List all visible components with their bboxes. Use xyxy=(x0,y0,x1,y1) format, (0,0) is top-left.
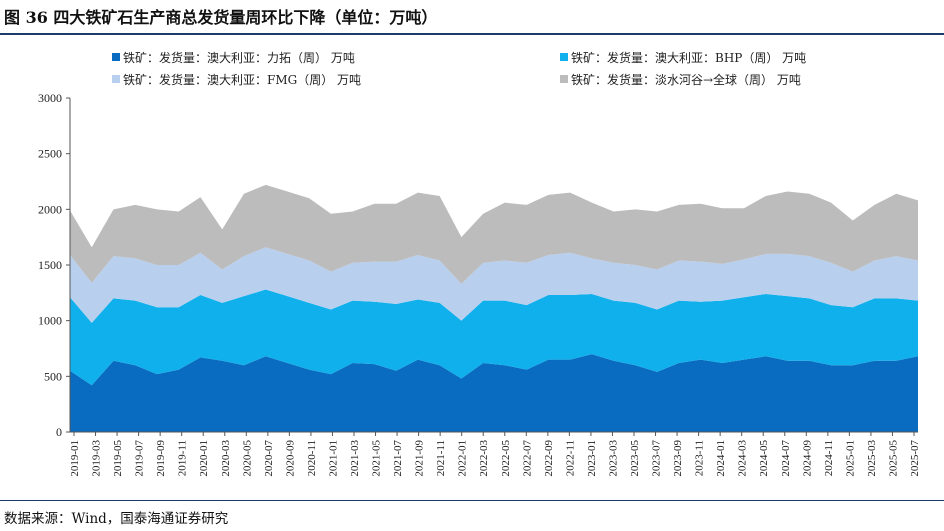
y-tick-label: 2000 xyxy=(38,202,62,216)
x-tick-label: 2025-05 xyxy=(887,440,899,477)
x-tick-label: 2019-09 xyxy=(155,440,167,477)
source-note: 数据来源：Wind，国泰海通证券研究 xyxy=(4,511,229,527)
source-rule xyxy=(0,500,944,501)
title-rule xyxy=(0,33,944,35)
x-tick-label: 2020-05 xyxy=(241,440,253,477)
x-tick-label: 2019-11 xyxy=(177,440,189,476)
legend-label-1: 铁矿：发货量：澳大利亚：力拓（周） 万吨 xyxy=(123,50,355,65)
x-tick-label: 2021-01 xyxy=(327,440,339,477)
x-tick-label: 2024-03 xyxy=(737,440,749,477)
x-tick-label: 2019-07 xyxy=(134,440,146,477)
x-tick-label: 2021-11 xyxy=(435,440,447,476)
y-tick-label: 2500 xyxy=(38,147,62,161)
x-tick-label: 2020-09 xyxy=(284,440,296,477)
x-tick-label: 2020-03 xyxy=(220,440,232,477)
x-tick-label: 2022-05 xyxy=(500,440,512,477)
legend: 铁矿：发货量：澳大利亚：力拓（周） 万吨 铁矿：发货量：澳大利亚：BHP（周） 万… xyxy=(112,50,806,87)
x-tick-label: 2025-07 xyxy=(909,440,921,477)
legend-label-2: 铁矿：发货量：澳大利亚：BHP（周） 万吨 xyxy=(571,50,806,65)
legend-swatch-4 xyxy=(560,75,568,83)
x-tick-label: 2024-09 xyxy=(801,440,813,477)
x-tick-label: 2020-07 xyxy=(263,440,275,477)
x-tick-label: 2023-05 xyxy=(629,440,641,477)
x-tick-label: 2020-11 xyxy=(306,440,318,476)
y-tick-label: 0 xyxy=(56,425,62,439)
x-tick-label: 2024-05 xyxy=(758,440,770,477)
x-tick-label: 2019-05 xyxy=(112,440,124,477)
x-tick-label: 2023-11 xyxy=(694,440,706,476)
x-tick-label: 2023-01 xyxy=(586,440,598,477)
x-tick-label: 2021-05 xyxy=(371,440,383,477)
x-tick-label: 2024-11 xyxy=(823,440,835,476)
x-tick-label: 2021-09 xyxy=(414,440,426,477)
x-tick-label: 2024-01 xyxy=(715,440,727,477)
x-tick-label: 2022-07 xyxy=(521,440,533,477)
legend-swatch-2 xyxy=(560,53,568,61)
x-tick-label: 2022-01 xyxy=(457,440,469,477)
series-areas xyxy=(70,184,918,432)
figure-title: 图 36 四大铁矿石生产商总发货量周环比下降（单位：万吨） xyxy=(4,8,438,27)
y-tick-label: 1500 xyxy=(38,258,62,272)
legend-swatch-1 xyxy=(112,53,120,61)
x-tick-label: 2023-09 xyxy=(672,440,684,477)
legend-label-3: 铁矿：发货量：澳大利亚：FMG（周） 万吨 xyxy=(123,72,361,87)
series-area-1 xyxy=(70,354,918,432)
x-tick-label: 2021-07 xyxy=(392,440,404,477)
axes: 0 500 1000 1500 2000 2500 3000 2019-01 2019-03 20… xyxy=(38,91,921,477)
x-tick-label: 2024-07 xyxy=(780,440,792,477)
y-tick-label: 500 xyxy=(44,369,62,383)
x-tick-label: 2022-09 xyxy=(543,440,555,477)
x-tick-label: 2022-03 xyxy=(478,440,490,477)
x-tick-label: 2019-03 xyxy=(91,440,103,477)
stacked-area-chart: 0 500 1000 1500 2000 2500 3000 2019-01 2019-03 20… xyxy=(38,50,921,477)
x-tick-label: 2023-03 xyxy=(607,440,619,477)
x-tick-label: 2025-01 xyxy=(844,440,856,477)
x-tick-label: 2023-07 xyxy=(651,440,663,477)
x-tick-label: 2021-03 xyxy=(349,440,361,477)
series-area-4 xyxy=(70,184,918,284)
x-tick-label: 2019-01 xyxy=(69,440,81,477)
y-tick-label: 1000 xyxy=(38,314,62,328)
series-area-2 xyxy=(70,289,918,386)
x-tick-label: 2020-01 xyxy=(198,440,210,477)
legend-label-4: 铁矿：发货量：淡水河谷→全球（周） 万吨 xyxy=(571,72,801,87)
x-tick-label: 2025-03 xyxy=(866,440,878,477)
legend-swatch-3 xyxy=(112,75,120,83)
x-tick-label: 2022-11 xyxy=(564,440,576,476)
y-tick-label: 3000 xyxy=(38,91,62,105)
series-area-3 xyxy=(70,247,918,323)
